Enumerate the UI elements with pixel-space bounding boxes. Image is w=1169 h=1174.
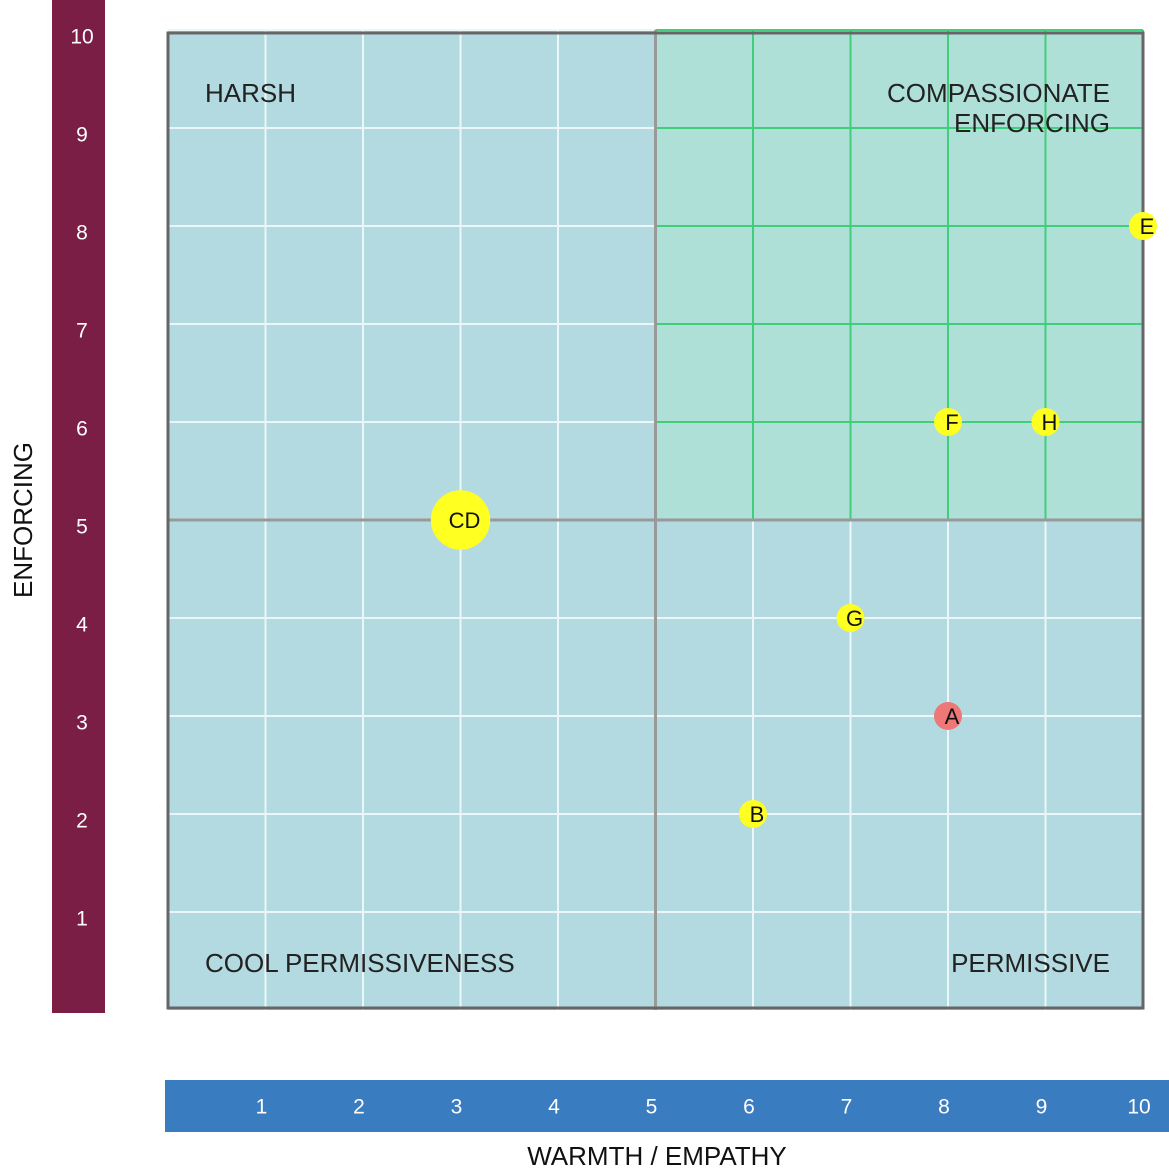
highlight-quadrant bbox=[655, 30, 1143, 520]
quadrant-label-line: ENFORCING bbox=[954, 108, 1110, 138]
y-tick-label: 3 bbox=[76, 712, 88, 735]
y-tick-label: 10 bbox=[70, 26, 93, 49]
point-label: E bbox=[1140, 214, 1155, 239]
point bbox=[934, 408, 962, 436]
x-axis-label: WARMTH / EMPATHY bbox=[527, 1141, 787, 1171]
y-tick-label: 9 bbox=[76, 124, 88, 147]
point bbox=[739, 800, 767, 828]
x-tick-label: 8 bbox=[938, 1096, 950, 1119]
y-tick-label: 1 bbox=[76, 908, 88, 931]
y-tick-label: 7 bbox=[76, 320, 88, 343]
x-tick-label: 3 bbox=[451, 1096, 463, 1119]
y-tick-label: 4 bbox=[76, 614, 88, 637]
plot-border bbox=[166, 31, 1145, 1010]
x-tick-label: 1 bbox=[256, 1096, 268, 1119]
quadrant-label: COMPASSIONATE ENFORCING bbox=[887, 78, 1110, 138]
x-axis-bar bbox=[165, 1080, 1169, 1132]
x-tick-label: 2 bbox=[353, 1096, 365, 1119]
x-tick-label: 7 bbox=[841, 1096, 853, 1119]
point-label: H bbox=[1042, 410, 1058, 435]
point-label: G bbox=[846, 606, 863, 631]
x-tick-label: 9 bbox=[1036, 1096, 1048, 1119]
point bbox=[1129, 212, 1157, 240]
point bbox=[430, 490, 491, 550]
x-tick-label: 5 bbox=[646, 1096, 658, 1119]
point-label: F bbox=[945, 410, 958, 435]
point bbox=[1031, 408, 1060, 436]
quadrant-label: HARSH bbox=[205, 78, 296, 108]
point-label: CD bbox=[449, 508, 481, 533]
quadrant-label: PERMISSIVE bbox=[951, 948, 1110, 978]
y-axis-label: ENFORCING bbox=[8, 442, 38, 598]
quadrant-label-line: COMPASSIONATE bbox=[887, 78, 1110, 108]
y-tick-label: 5 bbox=[76, 516, 88, 539]
y-tick-label: 2 bbox=[76, 810, 88, 833]
point-label: A bbox=[945, 704, 960, 729]
x-tick-label: 6 bbox=[743, 1096, 755, 1119]
point-label: B bbox=[750, 802, 765, 827]
y-axis-bar bbox=[52, 0, 105, 1013]
quadrant-label: COOL PERMISSIVENESS bbox=[205, 948, 515, 978]
y-tick-label: 8 bbox=[76, 222, 88, 245]
point bbox=[836, 604, 865, 632]
point bbox=[934, 702, 962, 730]
x-tick-label: 4 bbox=[548, 1096, 560, 1119]
x-tick-label: 10 bbox=[1127, 1096, 1150, 1119]
y-tick-label: 6 bbox=[76, 418, 88, 441]
